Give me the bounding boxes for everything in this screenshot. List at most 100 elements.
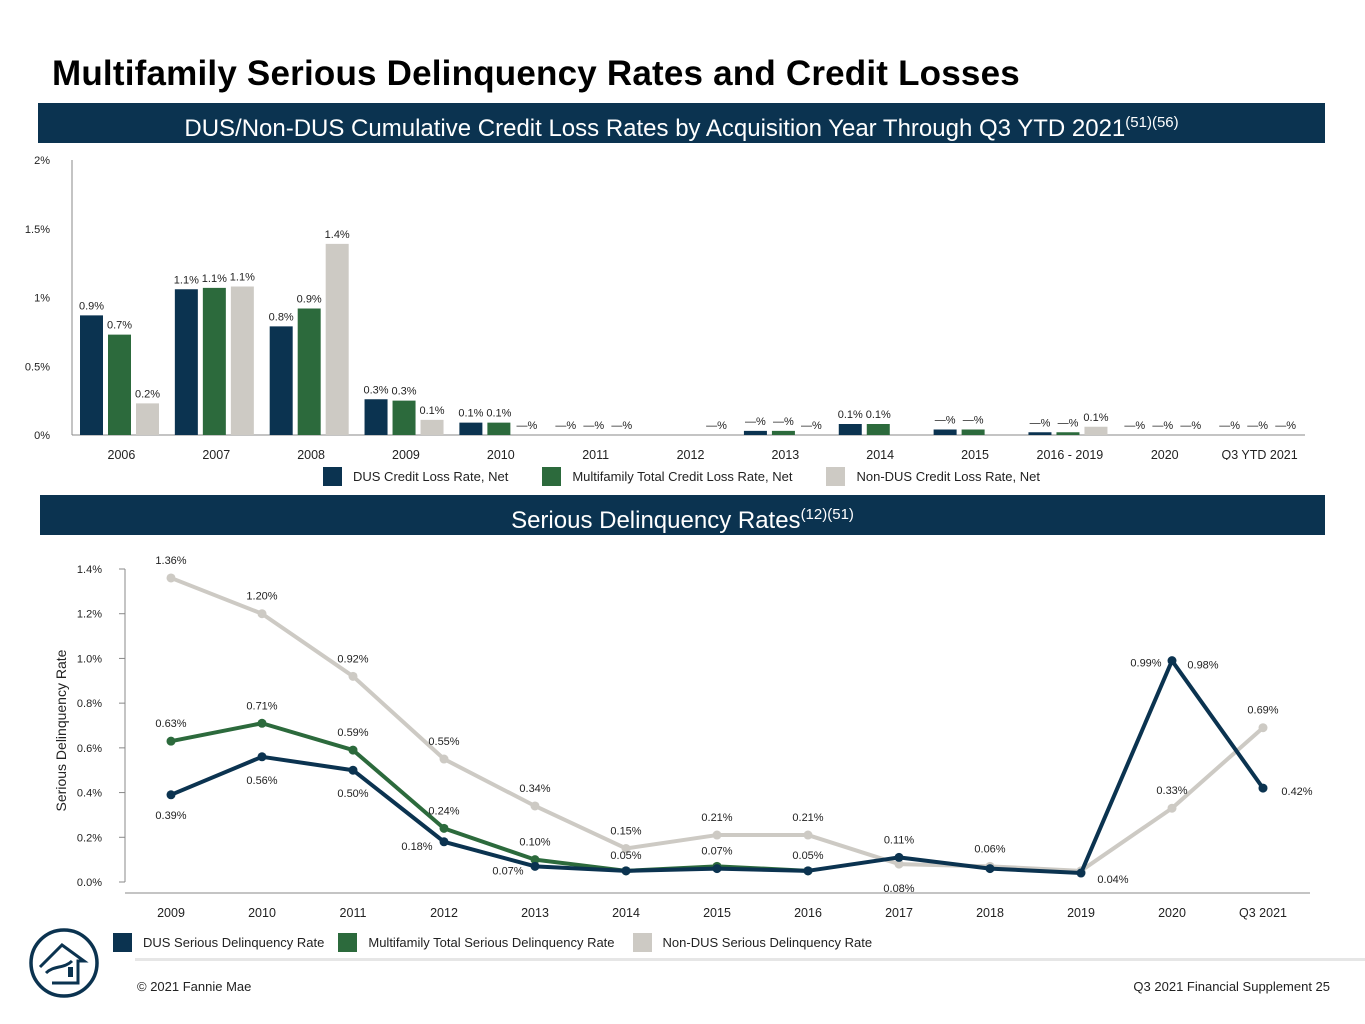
line-data-label: 1.36% [155, 555, 186, 567]
bar-data-label: —% [555, 420, 576, 432]
legend-label-multifamily: Multifamily Total Credit Loss Rate, Net [572, 469, 793, 484]
legend-swatch-multifamily [542, 467, 562, 486]
line-data-label: 0.06% [974, 843, 1005, 855]
data-point [1167, 803, 1177, 813]
data-point [257, 752, 267, 762]
y-tick-label: 1.0% [77, 653, 102, 665]
bar [174, 289, 198, 435]
data-point [894, 859, 904, 869]
bar [866, 424, 890, 435]
x-tick-label: 2012 [677, 448, 705, 460]
data-point [530, 855, 540, 865]
line-data-label: 0.99% [1130, 658, 1161, 670]
line-data-label: 0.10% [519, 837, 550, 849]
bar [1028, 432, 1052, 435]
x-tick-label: 2015 [961, 448, 989, 460]
bar [420, 419, 444, 435]
bar-data-label: —% [745, 416, 766, 428]
bar-data-label: 1.1% [230, 272, 255, 284]
legend-swatch-dus-sdq [113, 933, 132, 952]
data-point [712, 864, 722, 874]
data-point [439, 823, 449, 833]
y-tick-label: 0.5% [25, 361, 50, 373]
line-chart-title-footnote: (12)(51) [800, 506, 854, 523]
x-tick-label: 2016 [794, 906, 822, 920]
copyright: © 2021 Fannie Mae [137, 979, 252, 994]
bar-data-label: —% [1058, 417, 1079, 429]
bar-data-label: —% [1275, 420, 1296, 432]
data-point [1258, 783, 1268, 793]
bar-data-label: 0.1% [486, 408, 511, 420]
x-tick-label: 2006 [108, 448, 136, 460]
legend-label-dus-sdq: DUS Serious Delinquency Rate [143, 935, 325, 950]
legend-label-non-dus: Non-DUS Credit Loss Rate, Net [856, 469, 1040, 484]
x-tick-label: Q3 YTD 2021 [1221, 448, 1297, 460]
bar-chart-title-footnote: (51)(56) [1125, 114, 1179, 131]
y-tick-label: 0.6% [77, 743, 102, 755]
data-point [530, 801, 540, 811]
x-tick-label: 2019 [1067, 906, 1095, 920]
y-tick-label: 0.4% [77, 788, 102, 800]
bar-data-label: —% [935, 415, 956, 427]
bar [771, 430, 795, 435]
y-tick-label: 2% [34, 155, 50, 167]
bar [325, 243, 349, 435]
bar-data-label: —% [1219, 420, 1240, 432]
serious-delinquency-line-chart: 0.0% 0.2% 0.4% 0.6% 0.8% 1.0% 1.2% 1.4% Serious … [53, 555, 1313, 920]
x-tick-label: 2007 [202, 448, 230, 460]
bar [1056, 432, 1080, 435]
data-point [621, 866, 631, 876]
bar-chart-title: DUS/Non-DUS Cumulative Credit Loss Rates… [184, 115, 1126, 142]
y-axis-title: Serious Delinquency Rate [53, 649, 69, 811]
line-data-label: 0.18% [401, 841, 432, 853]
x-tick-label: 2014 [612, 906, 640, 920]
x-tick-label: 2020 [1158, 906, 1186, 920]
bar-data-label: 0.3% [391, 386, 416, 398]
legend-label-dus: DUS Credit Loss Rate, Net [353, 469, 509, 484]
data-point [712, 830, 722, 840]
data-point [166, 736, 176, 746]
data-point [257, 718, 267, 728]
line-data-label: 0.21% [792, 812, 823, 824]
legend-swatch-non-dus [826, 467, 846, 486]
bar-data-label: —% [611, 420, 632, 432]
bar-data-label: 0.1% [1083, 412, 1108, 424]
bar [459, 422, 483, 435]
bar-data-label: —% [801, 420, 822, 432]
line-data-label: 0.04% [1097, 874, 1128, 886]
line-data-label: 0.63% [155, 718, 186, 730]
data-point [348, 671, 358, 681]
data-point [621, 843, 631, 853]
bar-data-label: 0.7% [107, 320, 132, 332]
x-tick-label: 2010 [248, 906, 276, 920]
bar-chart-title-banner: DUS/Non-DUS Cumulative Credit Loss Rates… [38, 103, 1325, 143]
bar-data-label: 0.1% [458, 408, 483, 420]
y-tick-label: 1.2% [77, 609, 102, 621]
line-chart-legend: DUS Serious Delinquency Rate Multifamily… [113, 933, 872, 952]
line-data-label: 0.15% [610, 825, 641, 837]
bar-data-label: 0.1% [838, 409, 863, 421]
legend-swatch-multifamily-sdq [338, 933, 358, 952]
line-data-label: 0.59% [337, 727, 368, 739]
data-point [1258, 723, 1268, 733]
y-tick-label: 1.5% [25, 224, 50, 236]
bar-data-label: —% [1124, 420, 1145, 432]
line-data-label: 0.69% [1247, 705, 1278, 717]
bar-data-label: 0.9% [297, 294, 322, 306]
line-chart-title: Serious Delinquency Rates [511, 507, 801, 534]
line-data-label: 1.20% [246, 591, 277, 603]
page-title: Multifamily Serious Delinquency Rates an… [52, 54, 1020, 93]
line-data-label: 0.24% [428, 805, 459, 817]
line-data-label: 0.05% [610, 850, 641, 862]
footer-divider [135, 958, 1365, 961]
data-point [166, 790, 176, 800]
data-point [348, 765, 358, 775]
bar-data-label: —% [1152, 420, 1173, 432]
legend-swatch-dus [323, 467, 342, 486]
bar [961, 429, 985, 435]
bar [392, 400, 416, 435]
legend-label-multifamily-sdq: Multifamily Total Serious Delinquency Ra… [368, 935, 615, 950]
line-data-label: 0.56% [246, 775, 277, 787]
line-data-label: 0.55% [428, 736, 459, 748]
y-tick-label: 0.2% [77, 832, 102, 844]
